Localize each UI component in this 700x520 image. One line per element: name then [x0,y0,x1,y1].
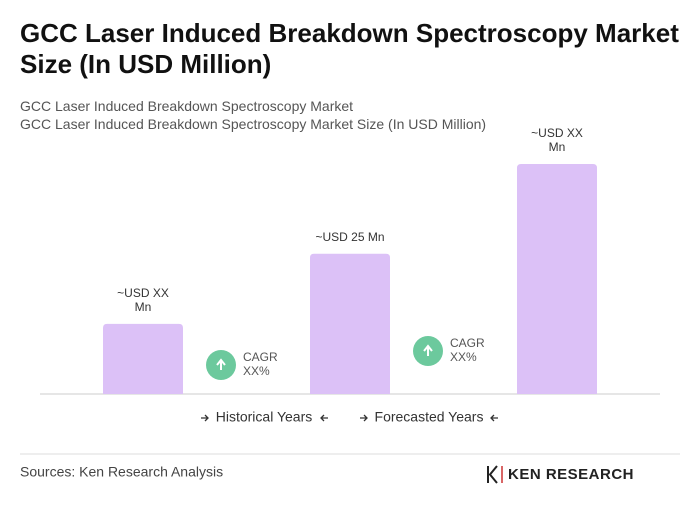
cagr-label: CAGR [450,336,485,350]
cagr-arrow [216,358,226,370]
cagr-value: XX% [450,350,477,364]
subtitle: GCC Laser Induced Breakdown Spectroscopy… [20,98,354,114]
logo: KEN RESEARCH [508,466,634,483]
logo-icon [487,465,503,484]
value-label: ~USD XX Mn [531,126,583,154]
bar [103,323,183,394]
legend-label: Historical Years [216,409,313,425]
bar [310,253,390,394]
legend-label: Forecasted Years [375,409,484,425]
chart-title: GCC Laser Induced Breakdown Spectroscopy… [20,18,679,79]
subtitle: GCC Laser Induced Breakdown Spectroscopy… [20,116,487,132]
cagr-value: XX% [243,364,270,378]
legend-arrows [201,414,498,422]
cagr-arrow [423,344,433,356]
value-label: ~USD XX Mn [117,285,169,314]
value-label: ~USD 25 Mn [315,229,385,244]
cagr-label: CAGR [243,350,278,364]
source: Sources: Ken Research Analysis [20,464,223,480]
bar [517,164,597,394]
